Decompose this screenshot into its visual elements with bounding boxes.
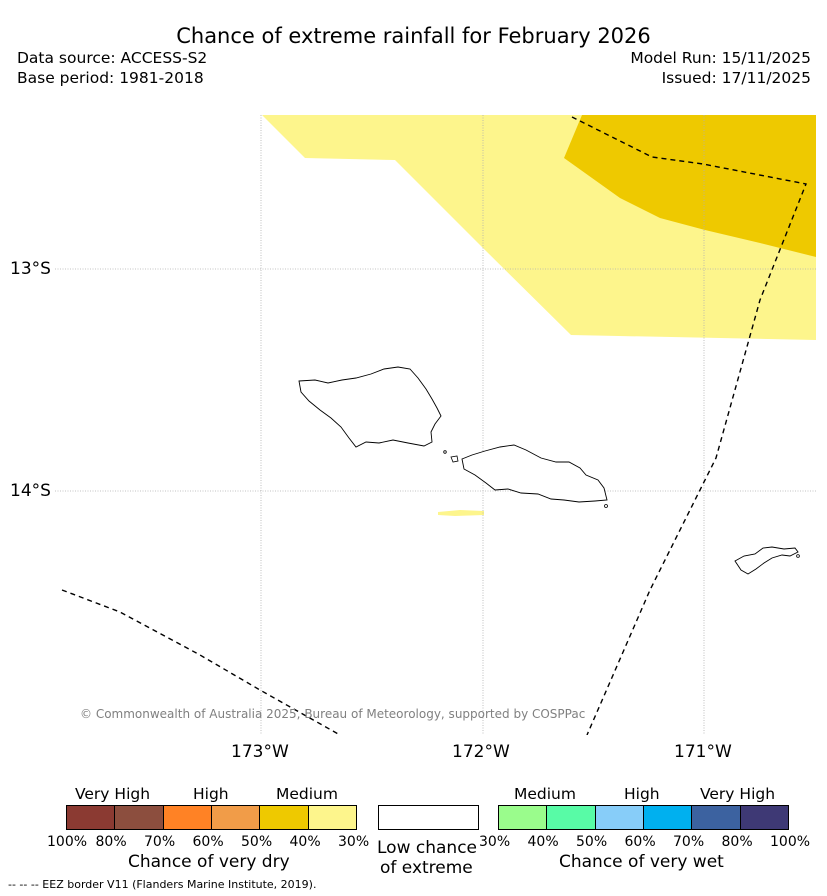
wet-swatch-0 — [499, 806, 548, 829]
wet-tick-label: 40% — [527, 834, 559, 850]
dry-medium-label: Medium — [276, 785, 338, 803]
tutuila-island — [734, 546, 799, 575]
wet-swatch-1 — [547, 806, 596, 829]
model-run: Model Run: 15/11/2025 — [630, 49, 811, 67]
dry-tick-label: 100% — [47, 834, 88, 850]
wet-swatch-5 — [740, 806, 788, 829]
dry-very-high-label: Very High — [75, 785, 151, 803]
wet-tick-label: 80% — [721, 834, 753, 850]
dry-tick-label: 70% — [144, 834, 176, 850]
lat-label-13s: 13°S — [10, 259, 51, 279]
wet-colorbar — [498, 805, 789, 830]
eez-footnote: -- -- -- EEZ border V11 (Flanders Marine… — [8, 878, 317, 891]
dry-tick-label: 30% — [338, 834, 370, 850]
source-info: Data source: ACCESS-S2 Base period: 1981… — [17, 48, 207, 88]
dry-tick-label: 60% — [192, 834, 224, 850]
eez-border-southwest — [61, 589, 341, 735]
dry-legend-title: Chance of very dry — [128, 852, 290, 872]
eez-border — [61, 116, 807, 735]
medium-chance-area-dark — [564, 115, 816, 257]
nuutele-island — [604, 504, 608, 508]
dry-swatch-0 — [67, 806, 116, 829]
base-period: Base period: 1981-2018 — [17, 69, 204, 87]
dry-high-label: High — [193, 785, 229, 803]
savaii-island — [298, 366, 442, 448]
lon-label-173w: 173°W — [231, 742, 289, 762]
wet-swatch-2 — [595, 806, 644, 829]
dry-tick-label: 40% — [289, 834, 321, 850]
wet-medium-label: Medium — [514, 785, 576, 803]
low-chance-label-1: Low chance — [377, 838, 477, 858]
copyright-notice: © Commonwealth of Australia 2025, Bureau… — [80, 707, 586, 721]
wet-tick-label: 100% — [770, 834, 811, 850]
lon-label-172w: 172°W — [452, 742, 510, 762]
dry-swatch-2 — [163, 806, 212, 829]
medium-chance-area-small — [438, 510, 484, 516]
wet-very-high-label: Very High — [700, 785, 776, 803]
dry-swatch-1 — [115, 806, 164, 829]
dry-swatch-4 — [260, 806, 309, 829]
low-chance-label-2: of extreme — [380, 858, 473, 878]
wet-swatch-4 — [692, 806, 741, 829]
dry-tick-label: 50% — [241, 834, 273, 850]
dry-swatch-5 — [308, 806, 356, 829]
wet-tick-label: 70% — [673, 834, 705, 850]
wet-swatch-3 — [643, 806, 693, 829]
data-source: Data source: ACCESS-S2 — [17, 49, 208, 67]
apolima-island — [443, 450, 447, 454]
wet-tick-label: 60% — [624, 834, 656, 850]
lat-label-14s: 14°S — [10, 481, 51, 501]
dry-tick-label: 80% — [95, 834, 127, 850]
wet-tick-label: 30% — [479, 834, 511, 850]
low-chance-swatch — [378, 805, 479, 830]
wet-tick-label: 50% — [576, 834, 608, 850]
manono-island — [450, 455, 459, 463]
dry-swatch-3 — [211, 806, 261, 829]
lon-label-171w: 171°W — [674, 742, 732, 762]
map-panel — [55, 115, 816, 735]
dry-colorbar — [66, 805, 357, 830]
map-title: Chance of extreme rainfall for February … — [176, 24, 651, 48]
wet-legend-title: Chance of very wet — [559, 852, 724, 872]
upolu-island — [461, 444, 608, 503]
issued-date: Issued: 17/11/2025 — [661, 69, 811, 87]
eez-border-north — [571, 116, 807, 735]
run-info: Model Run: 15/11/2025 Issued: 17/11/2025 — [630, 48, 811, 88]
wet-high-label: High — [624, 785, 660, 803]
aunuu-island — [796, 554, 800, 558]
graticule — [55, 115, 816, 735]
